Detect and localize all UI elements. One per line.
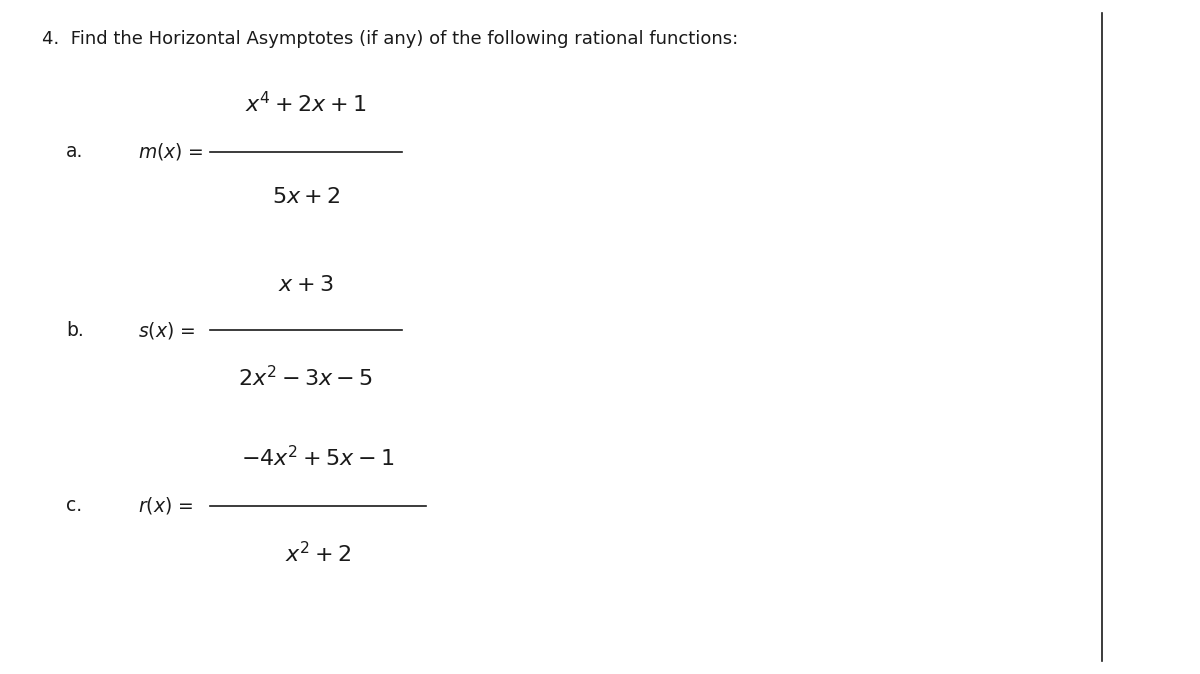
Text: $s(x)$ =: $s(x)$ = <box>138 319 196 341</box>
Text: b.: b. <box>66 321 84 340</box>
Text: $x^2 + 2$: $x^2 + 2$ <box>284 541 352 565</box>
Text: $-4x^2 + 5x - 1$: $-4x^2 + 5x - 1$ <box>241 446 395 470</box>
Text: $r(x)$ =: $r(x)$ = <box>138 495 193 516</box>
Text: $x^4 + 2x + 1$: $x^4 + 2x + 1$ <box>245 92 367 117</box>
Text: $x + 3$: $x + 3$ <box>278 275 334 295</box>
Text: $m(x)$ =: $m(x)$ = <box>138 141 204 162</box>
Text: 4.  Find the Horizontal Asymptotes (if any) of the following rational functions:: 4. Find the Horizontal Asymptotes (if an… <box>42 30 738 49</box>
Text: $2x^2 - 3x - 5$: $2x^2 - 3x - 5$ <box>239 365 373 390</box>
Text: a.: a. <box>66 142 83 161</box>
Text: $5x + 2$: $5x + 2$ <box>271 187 341 207</box>
Text: c.: c. <box>66 496 82 515</box>
